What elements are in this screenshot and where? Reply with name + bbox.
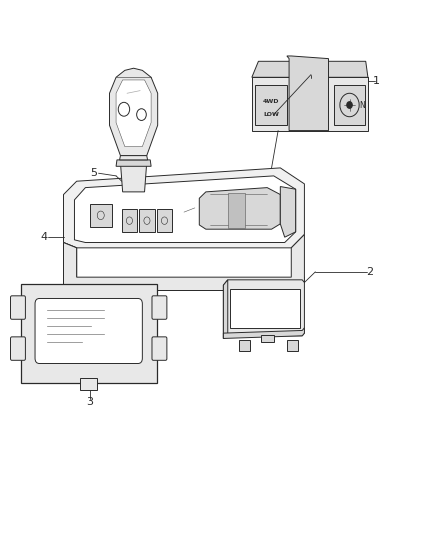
Polygon shape — [287, 56, 328, 131]
Text: 4: 4 — [40, 232, 47, 242]
Polygon shape — [157, 209, 172, 232]
Text: 5: 5 — [91, 168, 98, 178]
Polygon shape — [90, 204, 112, 227]
Polygon shape — [116, 160, 151, 166]
Text: 2: 2 — [367, 267, 374, 277]
Polygon shape — [64, 243, 77, 290]
Polygon shape — [223, 328, 304, 338]
FancyBboxPatch shape — [255, 85, 287, 125]
FancyBboxPatch shape — [334, 85, 365, 125]
Polygon shape — [120, 163, 147, 192]
Text: 3: 3 — [86, 398, 93, 407]
Polygon shape — [239, 340, 250, 351]
FancyBboxPatch shape — [21, 284, 157, 383]
Polygon shape — [64, 168, 304, 248]
Polygon shape — [252, 61, 368, 77]
Polygon shape — [64, 277, 304, 290]
FancyBboxPatch shape — [35, 298, 142, 364]
Polygon shape — [223, 280, 304, 338]
Polygon shape — [122, 209, 137, 232]
Polygon shape — [199, 188, 280, 229]
Polygon shape — [228, 193, 245, 228]
Text: 4WD: 4WD — [263, 99, 279, 104]
Circle shape — [347, 102, 352, 108]
Text: LOW: LOW — [263, 112, 279, 117]
Polygon shape — [74, 176, 296, 243]
Text: N: N — [359, 101, 365, 109]
Polygon shape — [261, 335, 274, 342]
Polygon shape — [120, 156, 148, 160]
Polygon shape — [110, 68, 158, 156]
Polygon shape — [116, 80, 151, 147]
Polygon shape — [280, 187, 296, 237]
FancyBboxPatch shape — [80, 378, 97, 390]
Polygon shape — [223, 280, 228, 338]
FancyBboxPatch shape — [152, 337, 167, 360]
FancyBboxPatch shape — [11, 337, 25, 360]
FancyBboxPatch shape — [152, 296, 167, 319]
Polygon shape — [287, 340, 298, 351]
Polygon shape — [230, 289, 300, 328]
Polygon shape — [139, 209, 155, 232]
FancyBboxPatch shape — [11, 296, 25, 319]
Text: 1: 1 — [373, 76, 380, 86]
Polygon shape — [252, 77, 368, 131]
Polygon shape — [64, 235, 304, 290]
